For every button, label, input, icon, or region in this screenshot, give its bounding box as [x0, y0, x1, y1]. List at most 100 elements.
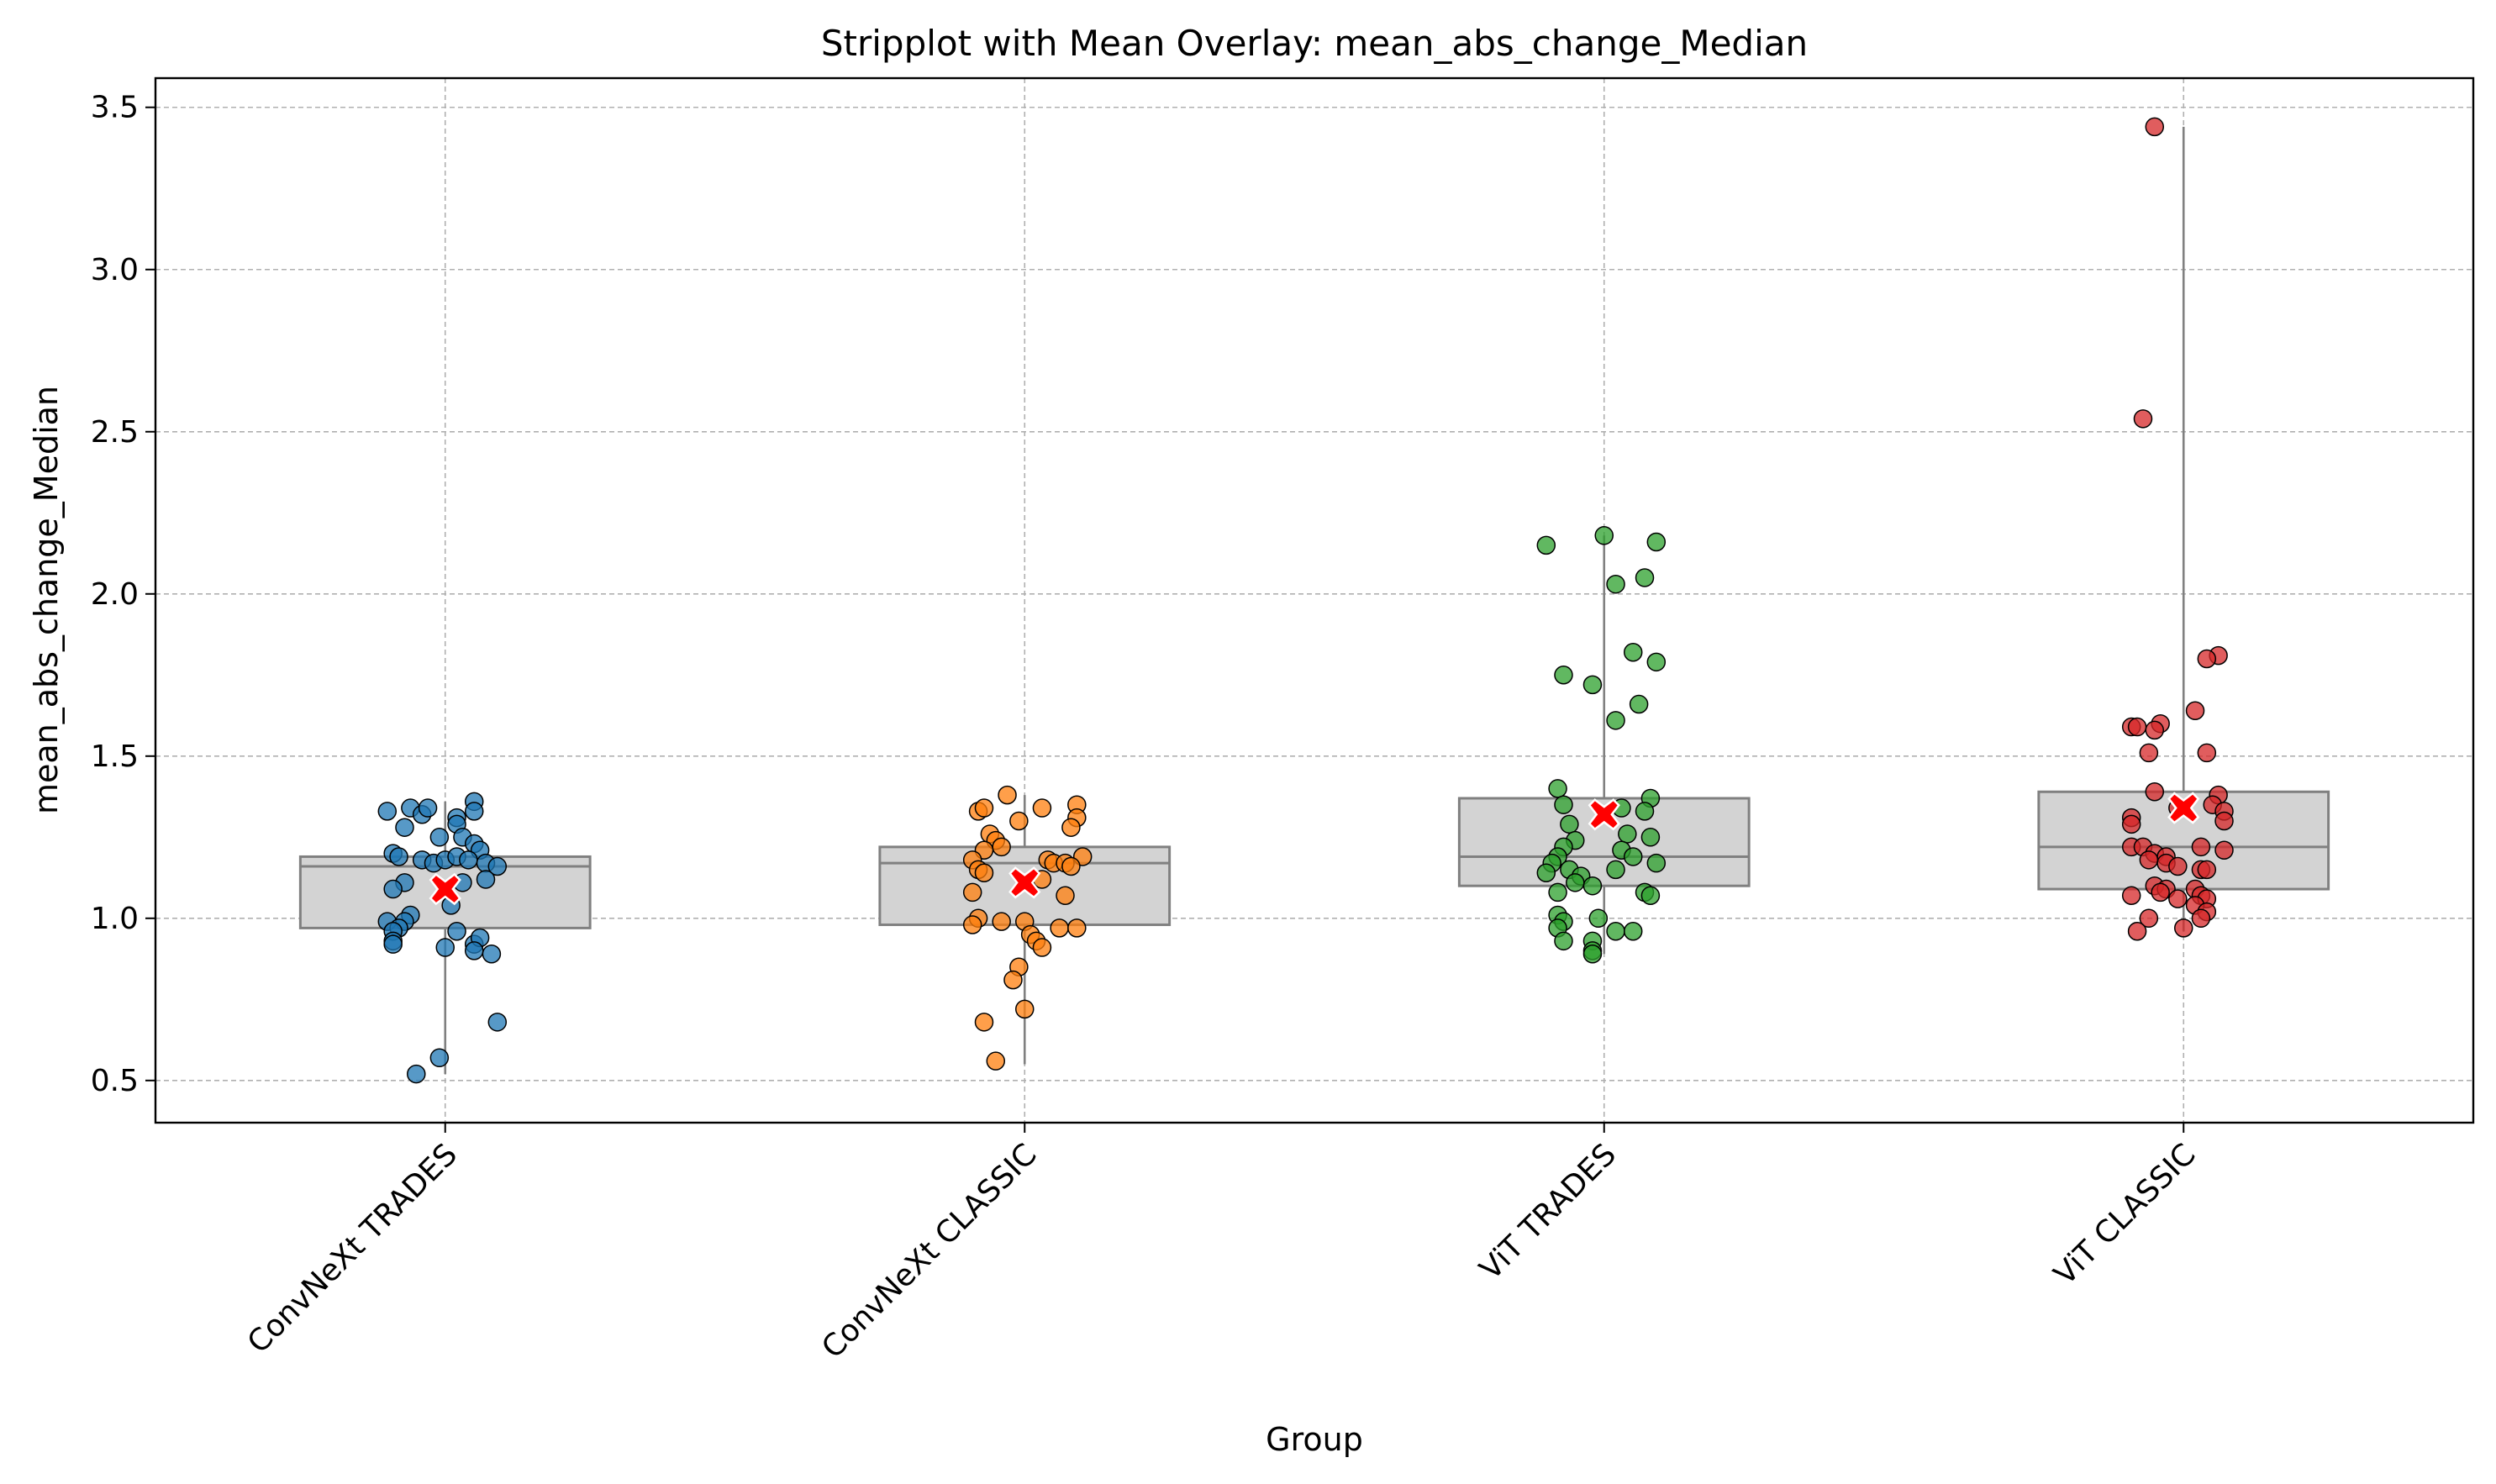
strip-point	[429, 1048, 450, 1068]
strip-point	[1554, 795, 1573, 814]
strip-point	[2139, 850, 2159, 870]
strip-point	[482, 945, 502, 964]
strip-point	[1067, 918, 1087, 938]
strip-point	[1635, 568, 1655, 587]
y-tick-label: 1.5	[91, 739, 139, 774]
strip-point	[1646, 652, 1667, 672]
strip-point	[1623, 921, 1643, 941]
strip-point	[1640, 886, 1661, 906]
strip-point	[1646, 532, 1667, 552]
strip-point	[1061, 856, 1081, 876]
y-axis: 0.5 1.0 1.5 2.0 2.5 3.0 3.5	[91, 91, 155, 1098]
strip-point	[447, 921, 466, 941]
strip-point	[2127, 921, 2147, 941]
strip-point	[407, 1064, 426, 1084]
strip-point	[383, 879, 403, 899]
strip-point	[418, 798, 438, 818]
strip-point	[2121, 886, 2141, 906]
strip-point	[2191, 908, 2211, 929]
strip-point	[459, 850, 478, 870]
strip-point	[1554, 666, 1573, 685]
mean-markers	[429, 792, 2200, 906]
chart-title: Stripplot with Mean Overlay: mean_abs_ch…	[821, 23, 1808, 64]
x-axis: ConvNeXt TRADES ConvNeXt CLASSIC ViT TRADE…	[241, 1123, 2203, 1366]
strip-point	[962, 915, 982, 934]
strip-point	[2127, 717, 2147, 737]
strip-point	[464, 802, 484, 821]
strip-point	[464, 941, 484, 960]
strip-point	[1061, 818, 1081, 837]
strip-point	[377, 802, 398, 821]
strip-point	[476, 870, 496, 889]
strip-point	[974, 798, 994, 818]
strip-point	[1560, 814, 1579, 834]
strip-point	[2214, 811, 2234, 831]
strip-point	[1640, 828, 1661, 847]
strip-point	[1032, 938, 1052, 957]
mean-marker	[2167, 792, 2200, 824]
strip-point	[2197, 743, 2217, 763]
strip-point	[487, 856, 508, 876]
strip-point	[992, 912, 1011, 931]
strip-point	[1588, 908, 1609, 929]
strip-point	[1015, 999, 1035, 1019]
strip-point	[1582, 876, 1603, 896]
strip-point	[389, 847, 408, 866]
strip-point	[1536, 863, 1556, 883]
strip-point	[2139, 908, 2159, 929]
strip-point	[2145, 782, 2165, 802]
strip-point	[2145, 117, 2165, 137]
strip-point	[2151, 882, 2170, 903]
strip-point	[1606, 860, 1625, 880]
strip-points	[377, 117, 2234, 1084]
strip-point	[383, 934, 403, 954]
strip-point	[1606, 711, 1625, 730]
strip-point	[1594, 526, 1614, 545]
strip-point	[1623, 643, 1643, 662]
strip-point	[962, 882, 982, 903]
strip-point	[1032, 798, 1052, 818]
x-tick-label: ConvNeXt CLASSIC	[815, 1137, 1043, 1365]
strip-point	[1009, 811, 1029, 831]
y-tick-label: 0.5	[91, 1064, 139, 1098]
strip-point	[2133, 409, 2153, 429]
strip-point	[2197, 649, 2217, 669]
x-tick-label: ConvNeXt TRADES	[241, 1137, 464, 1360]
grid-lines	[155, 78, 2473, 1123]
strip-point	[1003, 970, 1023, 990]
strip-point	[2214, 840, 2234, 860]
strip-point	[1548, 882, 1567, 903]
strip-point	[974, 1013, 994, 1032]
strip-point	[395, 818, 414, 837]
strip-point	[1623, 847, 1643, 866]
y-tick-label: 1.0	[91, 902, 139, 936]
strip-point	[2168, 889, 2188, 908]
strip-point	[2121, 814, 2141, 834]
strip-point	[1554, 931, 1573, 951]
strip-point	[2191, 837, 2211, 857]
y-tick-label: 3.5	[91, 91, 139, 125]
strip-point	[2139, 743, 2159, 763]
strip-point	[435, 938, 455, 957]
strip-point	[1536, 535, 1556, 555]
strip-point	[1582, 675, 1603, 695]
strip-point	[429, 828, 450, 847]
strip-point	[1606, 921, 1625, 941]
strip-point	[1056, 886, 1075, 906]
x-axis-label: Group	[1266, 1421, 1363, 1458]
strip-point	[2174, 918, 2193, 938]
y-tick-label: 3.0	[91, 253, 139, 287]
strip-point	[1548, 779, 1567, 798]
mean-marker	[1008, 866, 1041, 899]
strip-point	[1646, 853, 1667, 873]
strip-point	[1566, 873, 1585, 892]
strip-point	[2197, 860, 2217, 880]
strip-point	[1050, 918, 1069, 938]
y-tick-label: 2.0	[91, 577, 139, 612]
mean-marker	[1588, 798, 1620, 831]
strip-point	[1635, 802, 1655, 821]
strip-point	[992, 837, 1011, 857]
strip-point	[986, 1051, 1006, 1071]
x-tick-label: ViT TRADES	[1473, 1137, 1623, 1287]
